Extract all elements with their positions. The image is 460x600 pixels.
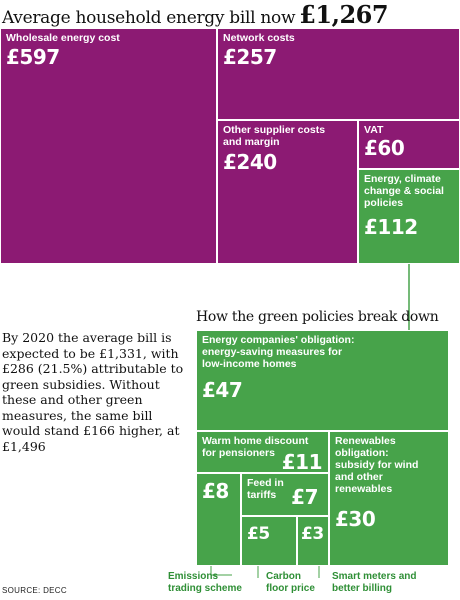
callout-line: Smart meters and: [332, 571, 417, 582]
tile-value: £11: [281, 450, 323, 474]
tile-label: VAT: [364, 124, 384, 136]
tile-feed-in-tariffs: Feed in tariffs £7: [241, 473, 329, 516]
tile-value: £47: [202, 378, 243, 402]
tile-value: £30: [335, 507, 376, 531]
callout-line: Carbon: [266, 571, 301, 582]
source-credit: SOURCE: DECC: [2, 586, 67, 595]
callout-emissions-trading: Emissions trading scheme: [168, 571, 242, 595]
chart-title: Average household energy bill now £1,267: [2, 0, 389, 29]
label-line: Feed in: [247, 477, 284, 489]
callout-line: better billing: [332, 583, 392, 594]
label-line: change & social: [364, 185, 444, 197]
tile-emissions-trading-scheme: £8: [196, 473, 241, 566]
breakdown-title: How the green policies break down: [196, 309, 439, 325]
label-line: tariffs: [247, 489, 277, 501]
tile-other-supplier-costs: Other supplier costs and margin £240: [217, 120, 358, 264]
tile-label: Other supplier costs and margin: [223, 124, 325, 148]
tile-label: Wholesale energy cost: [6, 32, 120, 44]
tile-energy-companies-obligation: Energy companies' obligation: energy-savi…: [196, 330, 449, 431]
chart-title-text: Average household energy bill now: [2, 8, 296, 28]
tile-value: £257: [223, 45, 277, 69]
tile-label: Renewables obligation: subsidy for wind and…: [335, 435, 418, 495]
tile-label: Warm home discount for pensioners: [202, 435, 308, 459]
tile-value: £3: [301, 524, 324, 544]
label-line: Warm home discount: [202, 435, 309, 447]
label-line: Energy companies' obligation:: [202, 334, 355, 346]
callout-line: Emissions: [168, 571, 219, 582]
tile-value: £5: [247, 524, 270, 544]
callout-line: trading scheme: [168, 583, 242, 594]
label-line: subsidy for wind: [335, 459, 419, 471]
label-line: Other supplier costs: [223, 124, 326, 136]
tile-vat: VAT £60: [358, 120, 460, 169]
label-line: low-income homes: [202, 358, 297, 370]
tile-smart-meters: £3: [297, 516, 329, 566]
forecast-note: By 2020 the average bill is expected to …: [2, 330, 184, 454]
tile-wholesale-energy-cost: Wholesale energy cost £597: [0, 28, 217, 264]
label-line: and margin: [223, 136, 280, 148]
label-line: Energy, climate: [364, 173, 441, 185]
tile-green-policies: Energy, climate change & social policies £…: [358, 169, 460, 264]
tile-value: £112: [364, 215, 418, 239]
tile-carbon-floor-price: £5: [241, 516, 297, 566]
label-line: and other: [335, 471, 383, 483]
label-line: energy-saving measures for: [202, 346, 343, 358]
tile-value: £597: [6, 45, 60, 69]
tile-network-costs: Network costs £257: [217, 28, 460, 120]
tile-label: Network costs: [223, 32, 295, 44]
callout-carbon-floor-price: Carbon floor price: [266, 571, 315, 595]
tile-label: Energy companies' obligation: energy-savi…: [202, 334, 354, 370]
callout-smart-meters: Smart meters and better billing: [332, 571, 416, 595]
label-line: obligation:: [335, 447, 389, 459]
label-line: renewables: [335, 483, 393, 495]
label-line: for pensioners: [202, 447, 275, 459]
tile-warm-home-discount: Warm home discount for pensioners £11: [196, 431, 329, 473]
label-line: Renewables: [335, 435, 396, 447]
tile-label: Energy, climate change & social policies: [364, 173, 444, 209]
tile-value: £60: [364, 136, 405, 160]
tile-label: Feed in tariffs: [247, 477, 284, 501]
tile-value: £7: [291, 485, 318, 509]
tile-renewables-obligation: Renewables obligation: subsidy for wind and…: [329, 431, 449, 566]
callout-line: floor price: [266, 583, 315, 594]
tile-value: £8: [202, 479, 229, 503]
chart-title-total: £1,267: [299, 0, 389, 29]
label-line: policies: [364, 197, 404, 209]
tile-value: £240: [223, 150, 277, 174]
